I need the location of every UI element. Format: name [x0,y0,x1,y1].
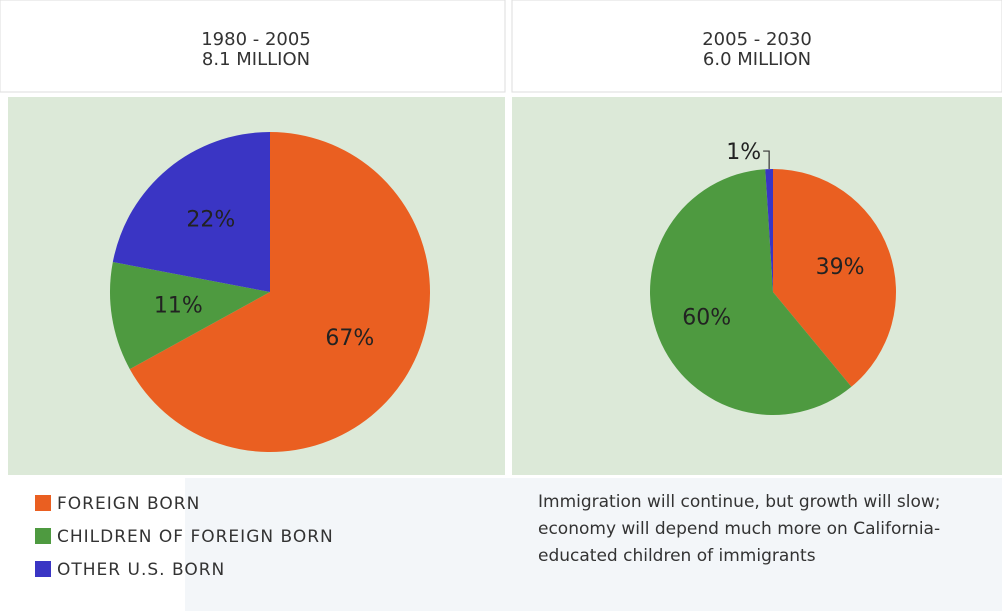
slice-label: 67% [325,326,374,351]
legend-label: FOREIGN BORN [57,494,200,514]
chart-title: 2005 - 2030 [702,29,812,50]
chart-subtitle: 8.1 MILLION [202,49,310,70]
annotation: Immigration will continue, but growth wi… [538,492,941,566]
slice-label: 11% [154,294,203,319]
footer-bg [185,478,1002,611]
chart-subtitle: 6.0 MILLION [703,49,811,70]
legend-label: OTHER U.S. BORN [57,560,225,580]
chart-title: 1980 - 2005 [201,29,311,50]
leader-line [763,150,770,170]
pie-slice [109,262,270,370]
pie-slice [129,132,430,452]
legend-swatch [35,528,51,544]
slice-label: 1% [726,140,761,165]
legend-swatch [35,495,51,511]
header-box [0,0,506,93]
pie-slice [773,169,896,387]
pie-slice [112,132,270,292]
legend-label: CHILDREN OF FOREIGN BORN [57,527,334,547]
slice-label: 39% [816,255,865,280]
pie-slice [649,169,852,415]
pie-slice [765,169,773,292]
legend-swatch [35,561,51,577]
slice-label: 22% [186,207,235,232]
header-box [511,0,1002,93]
slice-label: 60% [682,305,731,330]
